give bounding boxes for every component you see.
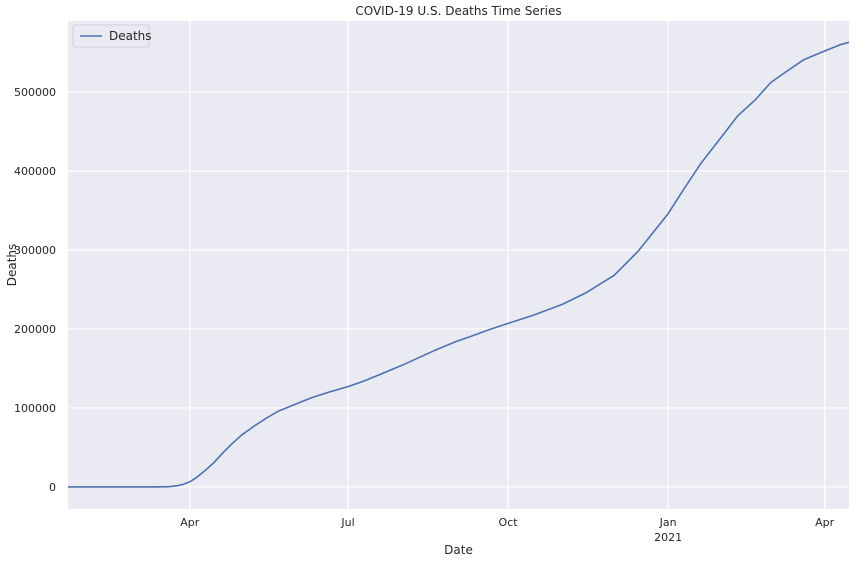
legend: Deaths [72, 24, 152, 48]
plot-background [68, 21, 849, 509]
x-tick-label: Jan [659, 516, 677, 529]
legend-box [72, 24, 150, 48]
y-tick-label: 400000 [14, 165, 56, 178]
x-tick-label: Jul [340, 516, 354, 529]
y-tick-label: 300000 [14, 244, 56, 257]
y-tick-label: 100000 [14, 402, 56, 415]
y-tick-label: 500000 [14, 86, 56, 99]
x-tick-label: Oct [499, 516, 519, 529]
legend-label-deaths: Deaths [109, 29, 152, 43]
x-tick-labels: Apr Jul Oct Jan 2021 Apr [180, 516, 834, 544]
y-tick-labels: 0 100000 200000 300000 400000 500000 [14, 86, 56, 494]
y-tick-label: 0 [49, 481, 56, 494]
x-tick-label: Apr [180, 516, 200, 529]
x-tick-sublabel: 2021 [654, 531, 682, 544]
chart-title: COVID-19 U.S. Deaths Time Series [355, 4, 561, 18]
grid-lines [68, 21, 849, 509]
x-tick-label: Apr [815, 516, 835, 529]
series-line-deaths [68, 41, 850, 488]
y-tick-label: 200000 [14, 323, 56, 336]
y-axis-label: Deaths [5, 244, 19, 287]
x-axis-label: Date [444, 543, 473, 557]
